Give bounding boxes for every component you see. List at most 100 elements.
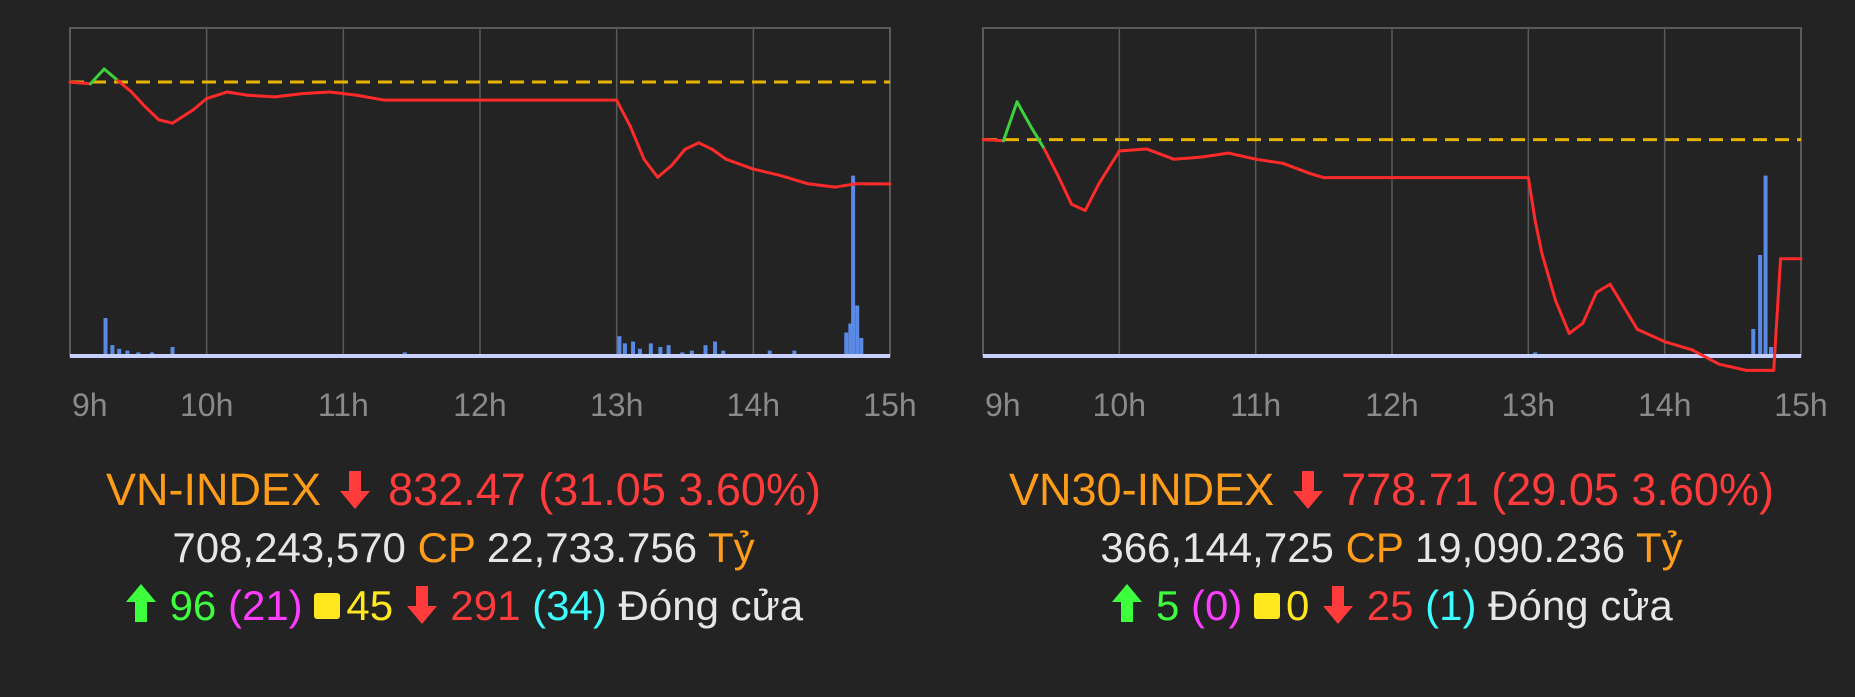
x-tick-label: 9h [72,387,108,423]
volume-bar [1758,254,1763,356]
price-line-segment [779,174,810,186]
advancers-count: 96 [169,582,217,629]
price-line-segment [1622,305,1639,331]
price-line-segment [1690,348,1721,366]
volume-bar [117,348,122,356]
x-tick-label: 13h [1502,387,1555,423]
arrow-down-icon [406,586,437,624]
vn-index-breadth-line: 96 (21) 45 291 (34) Đóng cửa [0,580,927,632]
volume-bar [103,318,108,356]
volume-bar [855,305,860,356]
volume-bar [110,345,115,356]
volume-bar [792,350,797,356]
ceiling-count: (0) [1191,582,1243,629]
volume-bar [637,348,642,356]
turnover-unit: Tỷ [708,524,755,571]
price-line-segment [171,108,195,125]
price-line-segment [724,157,742,166]
volume-bar [703,345,708,356]
price-line-segment [697,141,714,151]
price-line-segment [1254,157,1285,165]
price-line-segment [738,162,755,171]
price-line-segment [683,141,701,151]
price-line-segment [1042,147,1060,178]
decliners-count: 291 [450,582,521,629]
arrow-down-icon [1292,471,1323,509]
volume-bar [170,346,175,356]
volume-bar [721,350,726,356]
unchanged-count: 0 [1286,582,1310,629]
price-line-segment [328,90,359,97]
market-status: Đóng cửa [618,582,804,629]
price-line-segment [1056,174,1074,206]
price-line-segment [642,157,660,179]
price-line-segment [68,80,92,86]
volume-value: 366,144,725 [1100,524,1334,571]
market-status: Đóng cửa [1488,582,1673,629]
price-line-segment [225,90,250,97]
decliners-count: 25 [1366,582,1414,629]
index-value: 832.47 [388,464,526,515]
price-line-segment [1772,257,1783,372]
price-line-segment [89,67,106,86]
arrow-up-icon [1112,584,1143,622]
price-line-segment [246,93,277,99]
x-tick-label: 13h [590,387,643,423]
price-line-segment [628,124,646,161]
price-line-segment [157,118,174,125]
arrow-up-icon [125,584,156,622]
price-line-segment [1199,151,1230,159]
x-tick-label: 11h [1230,387,1281,423]
x-tick-label: 14h [1638,387,1691,423]
square-icon [1254,592,1281,619]
x-tick-label: 11h [318,387,369,423]
price-line-segment [1649,334,1667,344]
price-line-segment [806,182,837,189]
volume-unit: CP [417,524,476,571]
x-tick-label: 15h [1774,387,1827,423]
price-line-segment [355,93,386,102]
ceiling-count: (21) [227,582,303,629]
vn30-index-panel: 9h 10h 11h 12h 13h 14h 15h VN30-INDEX 778.71 (… [928,0,1855,697]
volume-bar [125,350,130,356]
price-line-segment [191,97,209,112]
price-line-segment [1117,147,1149,153]
price-line-segment [669,147,687,168]
vn30-index-breadth-line: 5 (0) 0 25 (1) Đóng cửa [928,580,1855,632]
vn-index-volume-line: 708,243,570 CP 22,733.756 Tỷ [0,522,927,574]
x-tick-label: 12h [1365,387,1418,423]
volume-bar [851,175,856,356]
volume-bar [859,337,864,356]
price-line-segment [1029,124,1046,151]
price-line-segment [1717,362,1748,372]
price-line-segment [1226,151,1258,161]
x-tick-label: 14h [727,387,780,423]
advancers-count: 5 [1155,582,1180,629]
volume-bar [713,341,718,356]
price-line-segment [130,90,147,109]
price-line-segment [656,164,673,179]
price-line-segment [116,78,133,94]
price-line-segment [1554,299,1571,335]
index-change: (29.05 3.60%) [1491,464,1774,515]
price-line-segment [1608,282,1626,309]
vn-index-summary: VN-INDEX 832.47 (31.05 3.60%) [0,462,927,518]
unchanged-count: 45 [346,582,394,629]
vn-index-chart: 9h 10h 11h 12h 13h 14h 15h [68,27,917,423]
vn30-index-summary: VN30-INDEX 778.71 (29.05 3.60%) [928,462,1855,518]
price-line-segment [1001,100,1019,143]
x-tick-label: 15h [863,387,916,423]
x-tick-label: 10h [1093,387,1146,423]
vn30-index-chart: 9h 10h 11h 12h 13h 14h 15h [981,27,1828,423]
volume-bar [666,345,671,356]
turnover-value: 22,733.756 [486,524,698,571]
x-tick-label: 9h [985,387,1021,423]
volume-value: 708,243,570 [172,524,406,571]
volume-bar [1751,328,1756,356]
volume-bar [631,341,636,356]
price-line-segment [205,90,229,101]
price-line-segment [1172,155,1203,161]
volume-bar [1769,346,1774,356]
price-line-segment [1567,321,1585,335]
price-line-segment [833,182,858,189]
